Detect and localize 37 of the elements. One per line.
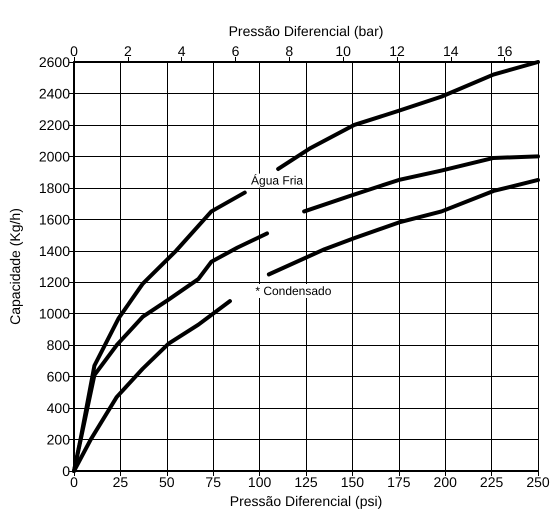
x-tick-label: 175 bbox=[387, 474, 411, 490]
x-tick-label: 25 bbox=[112, 474, 128, 490]
y-tick-label: 0 bbox=[62, 463, 70, 479]
x2-tick-label: 14 bbox=[443, 43, 459, 59]
x2-axis-title: Pressão Diferencial (bar) bbox=[228, 23, 384, 39]
x-tick-label: 200 bbox=[434, 474, 458, 490]
y-tick-label: 2400 bbox=[38, 85, 70, 102]
annotation: * Condensado bbox=[255, 284, 332, 298]
x2-tick-label: 4 bbox=[178, 43, 186, 59]
x2-tick-label: 16 bbox=[496, 43, 513, 59]
x-tick-label: 125 bbox=[294, 474, 318, 490]
y-tick-label: 2000 bbox=[38, 148, 70, 164]
y-tick-label: 1800 bbox=[38, 180, 70, 196]
x-tick-label: 250 bbox=[526, 474, 550, 490]
y-tick-label: 2200 bbox=[38, 116, 70, 133]
x-tick-label: 150 bbox=[340, 474, 364, 490]
y-tick-label: 200 bbox=[46, 432, 70, 448]
x2-tick-label: 12 bbox=[389, 43, 405, 59]
y-tick-label: 1400 bbox=[38, 242, 70, 259]
x-tick-label: 50 bbox=[159, 474, 175, 490]
y-tick-label: 1200 bbox=[38, 274, 70, 290]
x-tick-label: 75 bbox=[205, 474, 222, 490]
x-axis-title: Pressão Diferencial (psi) bbox=[230, 492, 382, 509]
x2-tick-label: 6 bbox=[232, 43, 240, 59]
y-tick-label: 600 bbox=[46, 368, 70, 385]
x-tick-label: 100 bbox=[248, 474, 272, 490]
y-axis-title: Capacidade (Kg/h) bbox=[7, 208, 23, 325]
x-tick-label: 225 bbox=[480, 474, 504, 490]
x2-tick-label: 2 bbox=[124, 43, 132, 59]
x2-tick-label: 8 bbox=[285, 43, 294, 59]
x2-tick-label: 10 bbox=[335, 43, 352, 59]
annotation: Água Fria bbox=[251, 174, 304, 188]
y-tick-label: 1000 bbox=[38, 306, 70, 322]
y-tick-label: 1600 bbox=[38, 211, 70, 228]
y-tick-label: 400 bbox=[46, 400, 70, 416]
y-tick-label: 800 bbox=[46, 337, 70, 354]
y-tick-label: 2600 bbox=[38, 54, 70, 70]
